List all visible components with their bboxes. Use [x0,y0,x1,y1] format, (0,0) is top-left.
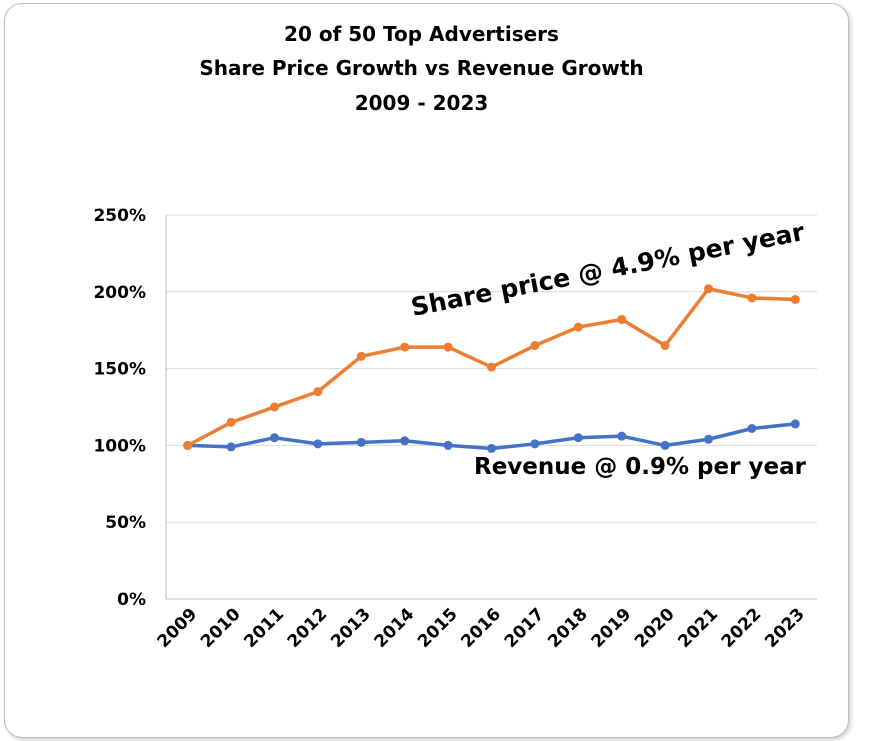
data-point [226,417,236,427]
x-tick-label: 2013 [327,604,375,652]
data-point [487,362,496,372]
x-tick-label: 2018 [544,604,592,652]
data-point [443,342,453,352]
x-tick-label: 2015 [414,604,462,652]
data-point [313,439,323,449]
chart-frame [4,3,849,738]
chart-title-line-2: Share Price Growth vs Revenue Growth [199,56,644,80]
data-point [400,436,410,446]
chart-title-line-1: 20 of 50 Top Advertisers [284,22,559,46]
data-point [356,437,366,447]
data-point [704,284,713,294]
x-tick-label: 2020 [631,604,679,652]
y-tick-label: 200% [93,283,146,303]
y-tick-label: 100% [93,436,146,456]
data-point [443,440,453,450]
y-tick-label: 150% [93,360,146,380]
chart-title-line-3: 2009 - 2023 [354,91,489,115]
data-point [487,443,496,453]
x-tick-label: 2017 [501,604,549,652]
y-tick-label: 0% [117,590,146,610]
x-tick-label: 2016 [457,604,505,652]
data-point [747,293,757,303]
y-tick-label: 50% [105,513,146,533]
x-axis-ticks: 2009201020112012201320142015201620172018… [154,604,809,652]
data-point [530,439,540,449]
x-tick-label: 2014 [371,604,419,652]
gridlines [165,214,817,600]
x-tick-label: 2022 [718,604,766,652]
data-point [660,440,670,450]
data-point [183,440,193,450]
data-point [270,402,279,412]
share-price-annotation: Share price @ 4.9% per year [409,217,808,322]
data-point [270,433,279,443]
x-tick-label: 2011 [240,604,288,652]
data-point [573,433,583,443]
series-group [183,284,800,453]
data-point [573,322,583,332]
x-tick-label: 2012 [284,604,332,652]
data-point [313,387,323,397]
data-point [747,424,757,434]
x-tick-label: 2021 [674,604,722,652]
x-tick-label: 2009 [154,604,202,652]
data-point [704,434,713,444]
data-point [617,431,627,441]
data-point [790,294,800,304]
data-point [617,314,627,324]
x-tick-label: 2010 [197,604,245,652]
x-tick-label: 2023 [761,604,809,652]
data-point [530,341,540,351]
data-point [356,351,366,361]
data-point [790,419,800,429]
data-point [660,341,670,351]
y-axis-ticks: 0% 50% 100% 150% 200% 250% [93,206,146,610]
revenue-annotation: Revenue @ 0.9% per year [474,454,807,480]
data-point [400,342,410,352]
x-tick-label: 2019 [588,604,636,652]
y-tick-label: 250% [93,206,146,226]
data-point [226,442,236,452]
